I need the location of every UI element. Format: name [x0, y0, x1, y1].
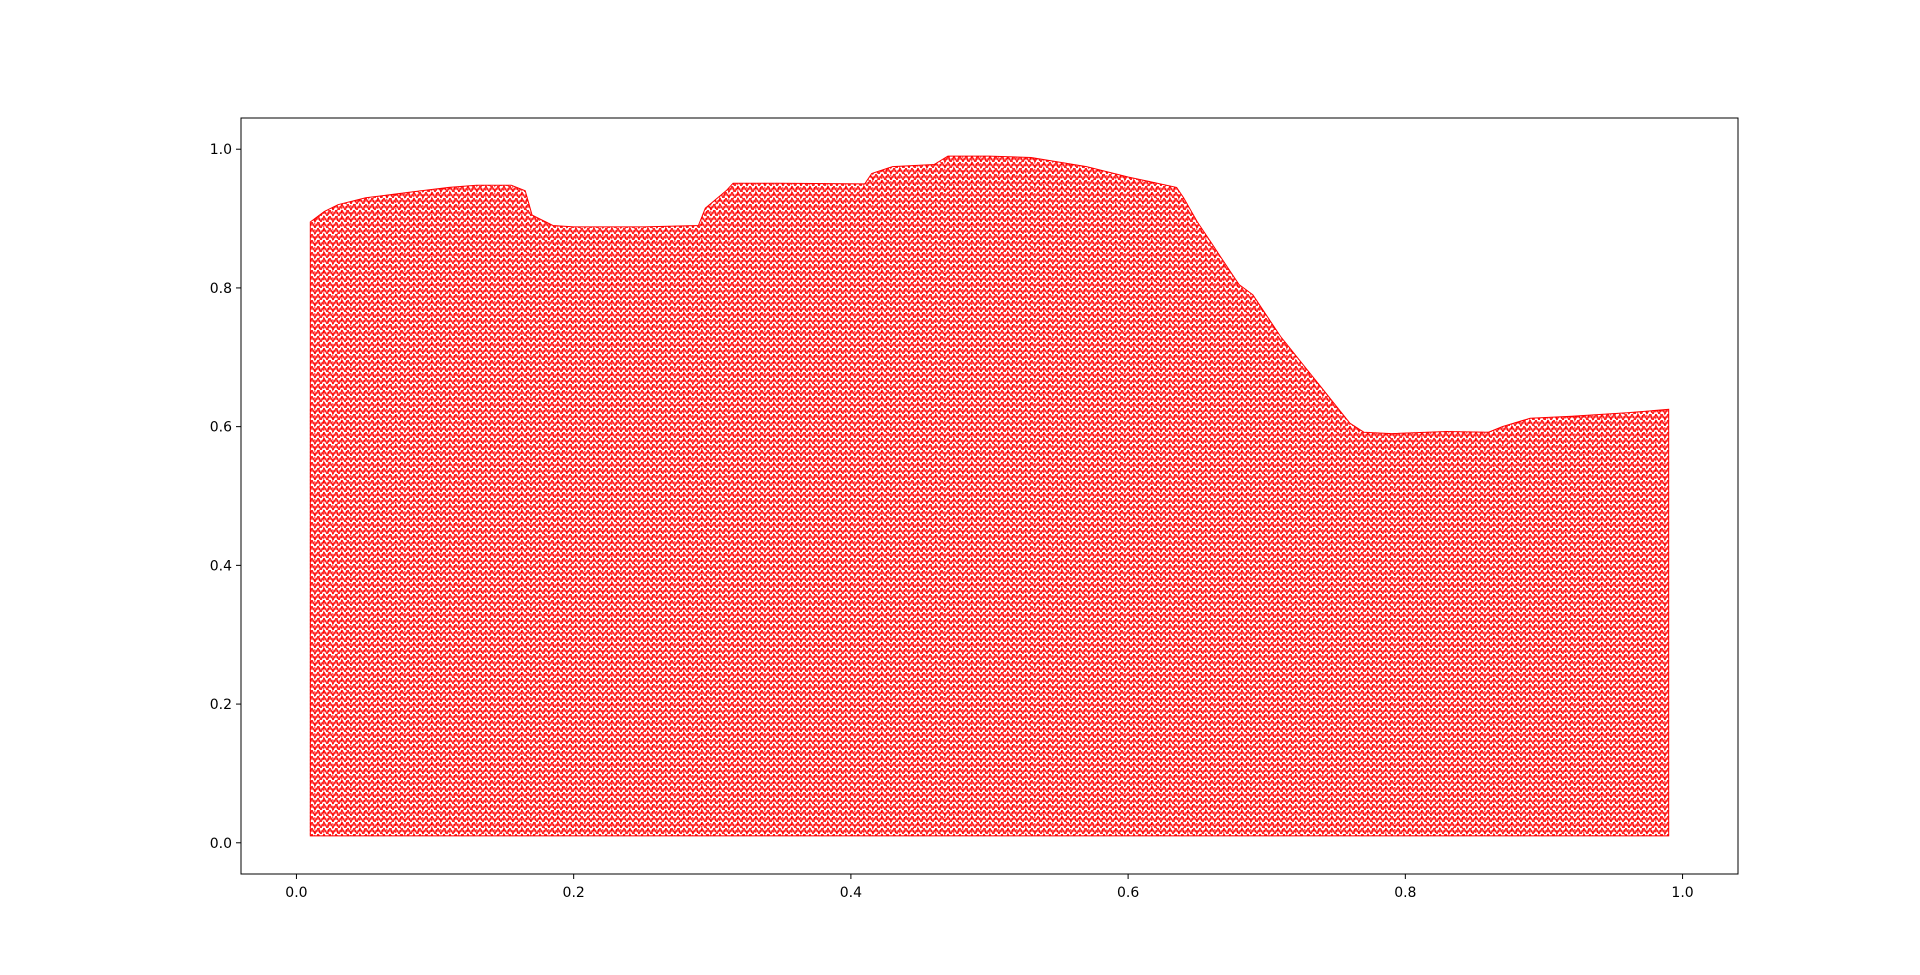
y-tick-label: 0.0: [210, 836, 232, 852]
y-tick-label: 0.4: [210, 558, 232, 574]
x-tick-label: 0.8: [1394, 885, 1416, 901]
x-tick-label: 0.6: [1117, 885, 1139, 901]
y-axis: 0.0 0.2 0.4 0.6 0.8 1.0: [210, 142, 241, 852]
x-tick-label: 0.4: [840, 885, 862, 901]
axes-frame: [240, 117, 1739, 875]
x-tick-label: 1.0: [1671, 885, 1693, 901]
x-axis: 0.0 0.2 0.4 0.6 0.8 1.0: [285, 874, 1694, 901]
y-tick-label: 1.0: [210, 142, 232, 158]
x-tick-label: 0.0: [285, 885, 307, 901]
y-tick-label: 0.8: [210, 281, 232, 297]
y-tick-label: 0.6: [210, 420, 232, 436]
y-tick-label: 0.2: [210, 697, 232, 713]
x-tick-label: 0.2: [563, 885, 585, 901]
